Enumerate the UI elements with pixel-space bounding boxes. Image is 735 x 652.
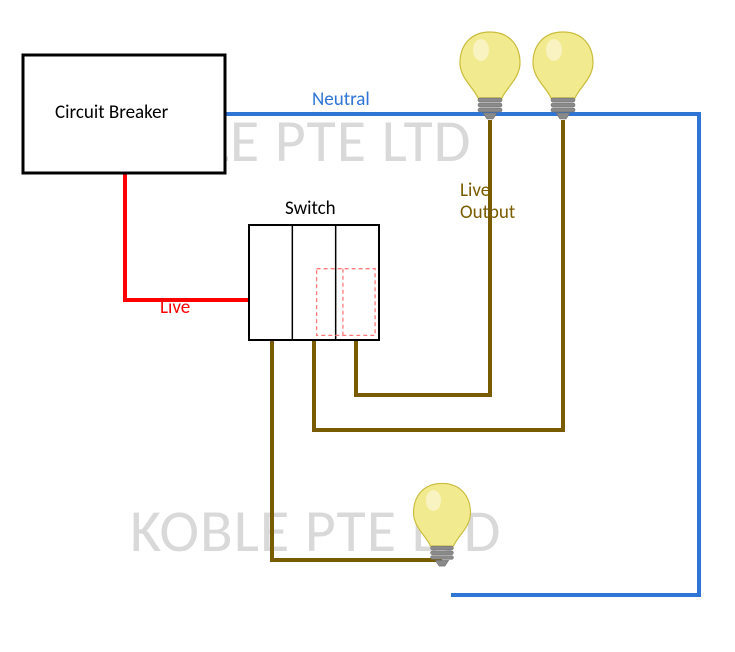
light-bulb-3 (414, 483, 471, 566)
neutral-label: Neutral (312, 88, 370, 111)
live-output-label: LiveOutput (460, 180, 515, 224)
live-wire (125, 173, 249, 300)
switch-box (249, 225, 379, 340)
live-label: Live (160, 296, 190, 319)
breaker-label: Circuit Breaker (55, 101, 168, 124)
light-bulb-2 (533, 32, 593, 119)
light-bulb-1 (460, 32, 520, 119)
switch-label: Switch (285, 197, 336, 220)
